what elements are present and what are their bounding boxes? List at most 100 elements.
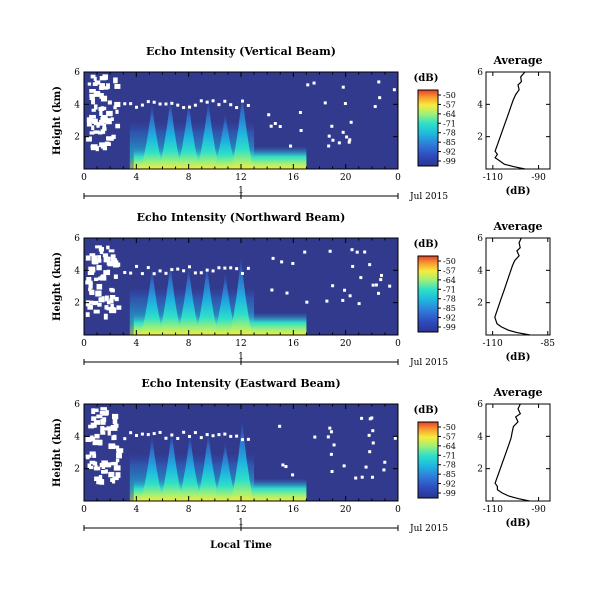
average-y-tick-label: 2 bbox=[477, 299, 483, 309]
average-x-tick-label: -85 bbox=[541, 339, 556, 349]
average-y-tick-label: 4 bbox=[477, 100, 483, 110]
colorbar-tick-label: -57 bbox=[443, 266, 456, 275]
x-tick-label: 20 bbox=[340, 505, 352, 515]
colorbar bbox=[417, 421, 439, 499]
average-y-tick-label: 2 bbox=[477, 133, 483, 143]
x-tick-label: 4 bbox=[133, 339, 139, 349]
x-tick-label: 0 bbox=[395, 339, 401, 349]
y-tick-label: 2 bbox=[74, 299, 80, 309]
echo-spike bbox=[141, 101, 164, 169]
average-profile-line bbox=[494, 237, 531, 336]
colorbar-tick-label: -78 bbox=[443, 295, 456, 304]
average-title: Average bbox=[492, 220, 542, 233]
y-tick-label: 6 bbox=[74, 68, 80, 78]
echo-spike bbox=[231, 91, 254, 169]
y-tick-label: 2 bbox=[74, 133, 80, 143]
average-x-tick-label: -110 bbox=[483, 339, 503, 349]
echo-spike bbox=[141, 433, 164, 501]
date-tick-label: 1 bbox=[238, 352, 244, 362]
average-x-tick-label: -110 bbox=[483, 173, 503, 183]
y-axis-label: Height (km) bbox=[52, 252, 63, 321]
average-x-tick-label: -90 bbox=[531, 173, 546, 183]
colorbar-unit: (dB) bbox=[414, 405, 439, 416]
x-tick-label: 16 bbox=[288, 173, 300, 183]
echo-spike bbox=[141, 265, 164, 335]
average-x-label: (dB) bbox=[506, 518, 531, 529]
date-label: Jul 2015 bbox=[409, 524, 448, 534]
missing-data bbox=[85, 407, 397, 485]
colorbar-unit: (dB) bbox=[414, 73, 439, 84]
date-label: Jul 2015 bbox=[409, 192, 448, 202]
x-tick-label: 12 bbox=[235, 505, 246, 515]
colorbar-tick-label: -92 bbox=[443, 314, 456, 323]
colorbar-tick-label: -78 bbox=[443, 129, 456, 138]
colorbar-tick-label: -71 bbox=[443, 285, 456, 294]
x-tick-label: 16 bbox=[288, 339, 300, 349]
average-x-label: (dB) bbox=[506, 352, 531, 363]
echo-spike bbox=[160, 428, 183, 501]
average-y-tick-label: 4 bbox=[477, 266, 483, 276]
date-label: Jul 2015 bbox=[409, 358, 448, 368]
colorbar-tick-label: -64 bbox=[443, 110, 456, 119]
colorbar-tick-label: -57 bbox=[443, 100, 456, 109]
x-tick-label: 4 bbox=[133, 505, 139, 515]
panel-title: Echo Intensity (Northward Beam) bbox=[137, 211, 346, 224]
x-tick-label: 20 bbox=[340, 339, 352, 349]
average-frame bbox=[485, 403, 551, 502]
echo-spike bbox=[159, 260, 182, 335]
average-frame bbox=[485, 71, 551, 170]
x-tick-label: 0 bbox=[81, 339, 87, 349]
x-tick-label: 8 bbox=[186, 505, 192, 515]
echo-spike bbox=[177, 263, 200, 335]
colorbar-tick-label: -64 bbox=[443, 276, 456, 285]
echo-spike bbox=[214, 439, 237, 501]
heatmap bbox=[84, 72, 398, 169]
colorbar-tick-label: -78 bbox=[443, 461, 456, 470]
y-axis-label: Height (km) bbox=[52, 86, 63, 155]
colorbar-tick-label: -92 bbox=[443, 148, 456, 157]
colorbar bbox=[417, 89, 439, 167]
y-tick-label: 4 bbox=[74, 266, 80, 276]
colorbar-tick-label: -57 bbox=[443, 432, 456, 441]
x-tick-label: 0 bbox=[395, 505, 401, 515]
panel-2: Echo Intensity (Eastward Beam)0 4 8 12 16 20 0… bbox=[52, 377, 551, 534]
echo-spike bbox=[214, 110, 237, 169]
colorbar-tick-label: -99 bbox=[443, 157, 456, 166]
panel-title: Echo Intensity (Eastward Beam) bbox=[141, 377, 340, 390]
x-tick-label: 16 bbox=[288, 505, 300, 515]
echo-spike bbox=[197, 97, 220, 169]
average-x-label: (dB) bbox=[506, 186, 531, 197]
x-axis-label: Local Time bbox=[210, 540, 272, 551]
average-y-tick-label: 6 bbox=[477, 400, 483, 410]
echo-spike bbox=[195, 262, 218, 335]
panel-0: Echo Intensity (Vertical Beam)0 4 8 12 16 20 0… bbox=[52, 45, 551, 202]
average-y-tick-label: 6 bbox=[477, 68, 483, 78]
echo-spike bbox=[159, 96, 182, 169]
average-x-tick-label: -90 bbox=[531, 505, 546, 515]
echo-spike bbox=[214, 270, 237, 335]
average-title: Average bbox=[492, 54, 542, 67]
colorbar-tick-label: -71 bbox=[443, 451, 456, 460]
echo-spike bbox=[230, 254, 252, 335]
x-tick-label: 8 bbox=[186, 339, 192, 349]
colorbar-tick-label: -99 bbox=[443, 323, 456, 332]
colorbar-tick-label: -85 bbox=[443, 304, 456, 313]
echo-spike bbox=[178, 431, 201, 501]
colorbar-tick-label: -50 bbox=[443, 257, 456, 266]
colorbar-tick-label: -64 bbox=[443, 442, 456, 451]
colorbar-unit: (dB) bbox=[414, 239, 439, 250]
panel-title: Echo Intensity (Vertical Beam) bbox=[146, 45, 336, 58]
date-tick-label: 1 bbox=[238, 518, 244, 528]
x-tick-label: 0 bbox=[81, 505, 87, 515]
echo-spike bbox=[177, 99, 200, 169]
y-tick-label: 4 bbox=[74, 100, 80, 110]
colorbar-tick-label: -92 bbox=[443, 480, 456, 489]
x-tick-label: 4 bbox=[133, 173, 139, 183]
echo-spike bbox=[197, 429, 220, 501]
y-tick-label: 2 bbox=[74, 465, 80, 475]
x-tick-label: 12 bbox=[235, 339, 246, 349]
heatmap bbox=[84, 238, 398, 335]
x-tick-label: 8 bbox=[186, 173, 192, 183]
missing-data bbox=[85, 245, 392, 320]
